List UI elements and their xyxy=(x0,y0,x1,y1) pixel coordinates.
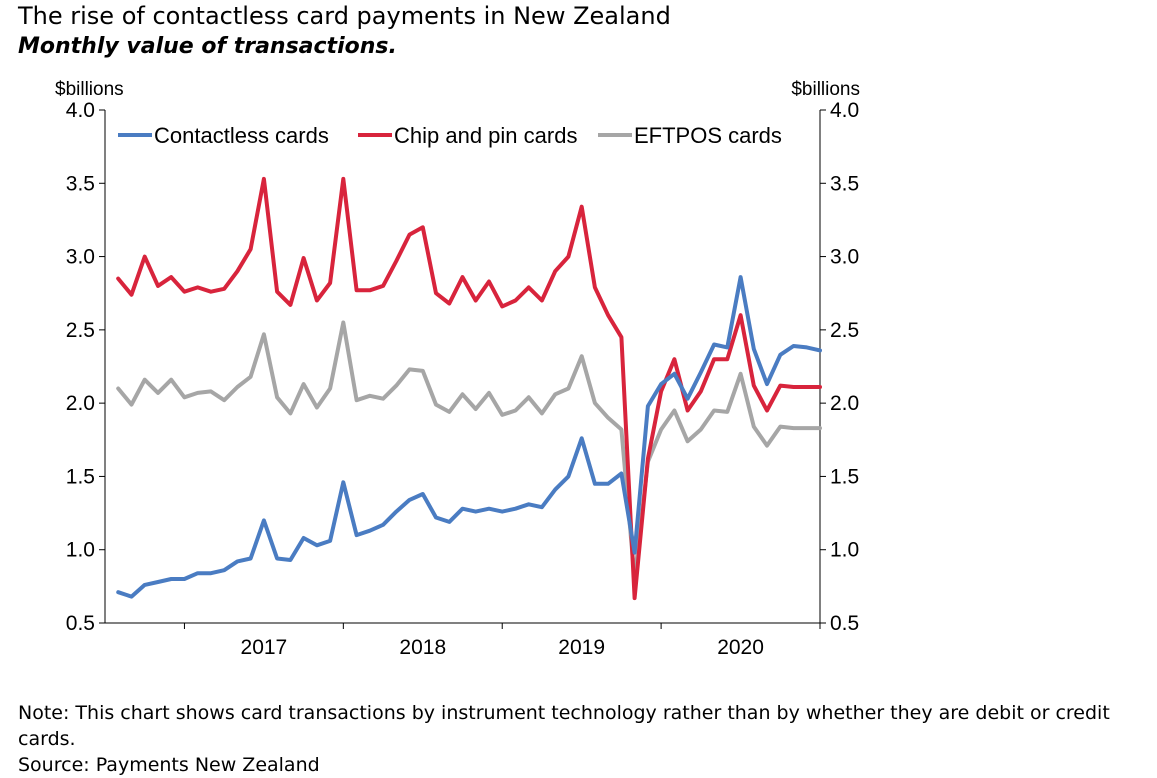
chart-subtitle: Monthly value of transactions. xyxy=(18,34,397,59)
legend-eftpos-label: EFTPOS cards xyxy=(634,123,782,148)
y-tick-label-right: 4.0 xyxy=(830,99,859,122)
y-axis-unit-left: $billions xyxy=(55,79,124,100)
y-tick-label-right: 3.5 xyxy=(830,172,859,195)
y-tick-label-right: 2.0 xyxy=(830,392,859,415)
series-line-eftpos xyxy=(116,320,822,581)
chart-title: The rise of contactless card payments in… xyxy=(18,2,671,30)
x-tick-label: 2017 xyxy=(241,636,288,659)
chart-footer: Note: This chart shows card transactions… xyxy=(18,700,1157,778)
chart-source: Source: Payments New Zealand xyxy=(18,754,320,776)
y-tick-label-right: 2.5 xyxy=(830,319,859,342)
series-layer xyxy=(116,176,822,601)
x-tick-label: 2019 xyxy=(558,636,605,659)
y-tick-label-left: 4.0 xyxy=(66,99,95,122)
y-tick-label-right: 3.0 xyxy=(830,246,859,269)
y-tick-label-right: 1.0 xyxy=(830,539,859,562)
line-chart: 0.5 0.5 1.0 1.0 1.5 1.5 2.0 2.0 2.5 2.5 3.0 3.0 3.5 3… xyxy=(55,79,860,659)
y-tick-label-left: 2.0 xyxy=(66,392,95,415)
legend-contactless-label: Contactless cards xyxy=(154,123,329,148)
chart-note: Note: This chart shows card transactions… xyxy=(18,702,1110,750)
legend: Contactless cards Chip and pin cards EFTPO… xyxy=(118,123,782,148)
axes: 0.5 0.5 1.0 1.0 1.5 1.5 2.0 2.0 2.5 2.5 3.0 3.0 3.5 3… xyxy=(55,79,860,659)
y-tick-label-left: 1.0 xyxy=(66,539,95,562)
y-tick-label-right: 1.5 xyxy=(830,465,859,488)
y-tick-label-left: 1.5 xyxy=(66,465,95,488)
y-tick-label-right: 0.5 xyxy=(830,612,859,635)
y-tick-label-left: 3.0 xyxy=(66,246,95,269)
y-tick-label-left: 3.5 xyxy=(66,172,95,195)
x-tick-label: 2018 xyxy=(399,636,446,659)
x-tick-label: 2020 xyxy=(717,636,764,659)
y-axis-unit-right: $billions xyxy=(791,79,860,100)
legend-chip-and-pin-label: Chip and pin cards xyxy=(394,123,577,148)
series-line-chip-and-pin xyxy=(116,176,822,601)
series-line-contactless xyxy=(116,275,822,599)
y-tick-label-left: 2.5 xyxy=(66,319,95,342)
y-tick-label-left: 0.5 xyxy=(66,612,95,635)
